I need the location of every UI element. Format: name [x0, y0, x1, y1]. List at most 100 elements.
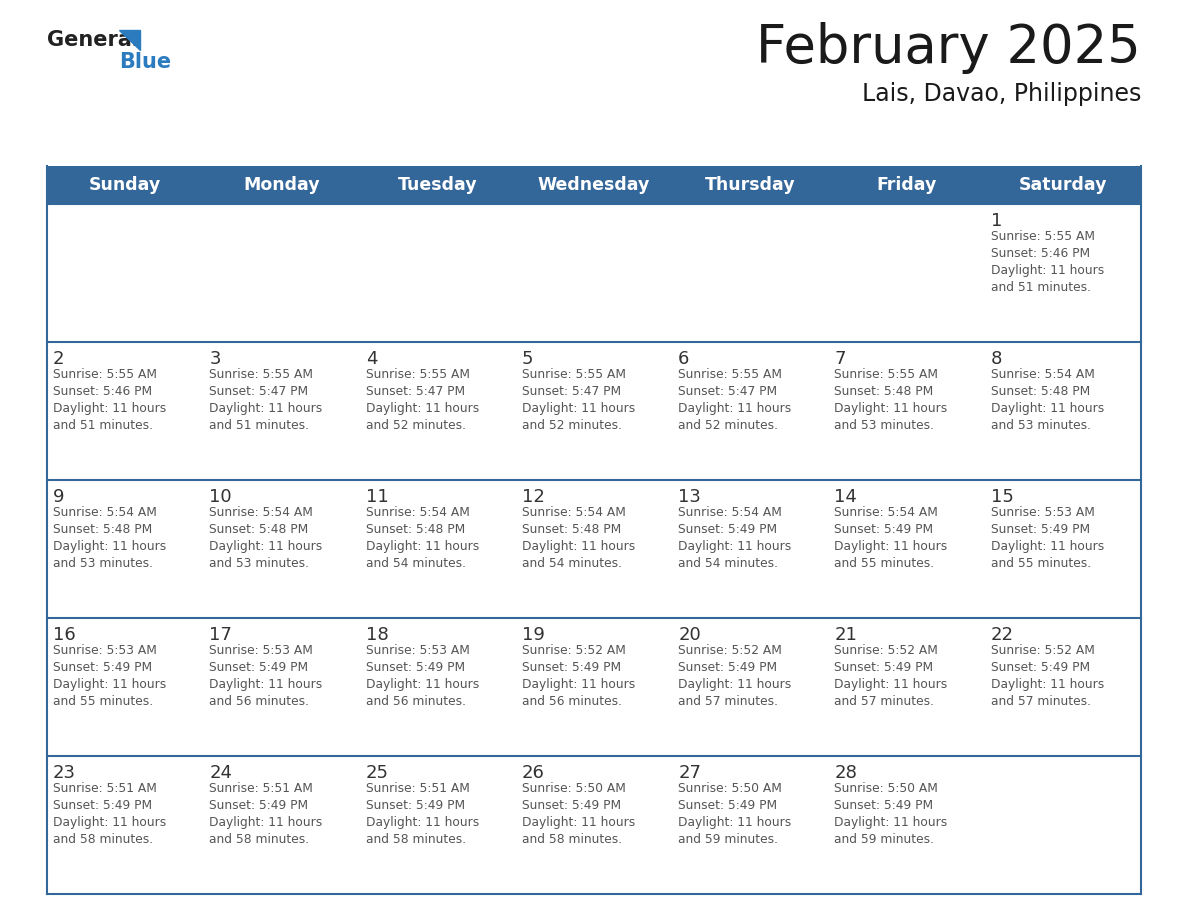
Text: Sunrise: 5:50 AM: Sunrise: 5:50 AM	[834, 782, 939, 795]
Text: and 58 minutes.: and 58 minutes.	[53, 833, 153, 846]
Text: 6: 6	[678, 350, 689, 368]
Text: and 58 minutes.: and 58 minutes.	[209, 833, 309, 846]
Text: Sunset: 5:48 PM: Sunset: 5:48 PM	[991, 385, 1089, 398]
Text: and 55 minutes.: and 55 minutes.	[991, 557, 1091, 570]
Text: Sunrise: 5:54 AM: Sunrise: 5:54 AM	[678, 506, 782, 519]
Text: Sunset: 5:48 PM: Sunset: 5:48 PM	[53, 523, 152, 536]
Text: Daylight: 11 hours: Daylight: 11 hours	[678, 816, 791, 829]
Text: 13: 13	[678, 488, 701, 506]
Text: and 51 minutes.: and 51 minutes.	[209, 419, 309, 432]
Text: 3: 3	[209, 350, 221, 368]
Text: Daylight: 11 hours: Daylight: 11 hours	[522, 540, 636, 553]
Bar	[516, 618, 672, 756]
Text: Lais, Davao, Philippines: Lais, Davao, Philippines	[861, 82, 1140, 106]
Bar	[672, 342, 828, 480]
Bar	[360, 756, 516, 894]
Bar	[360, 342, 516, 480]
Text: Sunrise: 5:52 AM: Sunrise: 5:52 AM	[522, 644, 626, 657]
Bar	[203, 618, 360, 756]
Text: Wednesday: Wednesday	[538, 176, 650, 194]
Text: 23: 23	[53, 764, 76, 782]
Text: Sunset: 5:47 PM: Sunset: 5:47 PM	[366, 385, 465, 398]
Text: 7: 7	[834, 350, 846, 368]
Text: and 53 minutes.: and 53 minutes.	[53, 557, 153, 570]
Text: Daylight: 11 hours: Daylight: 11 hours	[366, 402, 479, 415]
Text: Sunrise: 5:54 AM: Sunrise: 5:54 AM	[53, 506, 157, 519]
Text: Sunset: 5:49 PM: Sunset: 5:49 PM	[522, 661, 621, 674]
Polygon shape	[119, 30, 140, 50]
Text: Sunset: 5:49 PM: Sunset: 5:49 PM	[834, 661, 934, 674]
Text: and 51 minutes.: and 51 minutes.	[991, 281, 1091, 294]
Text: and 52 minutes.: and 52 minutes.	[366, 419, 466, 432]
Text: Sunrise: 5:53 AM: Sunrise: 5:53 AM	[53, 644, 157, 657]
Bar	[48, 342, 203, 480]
Text: and 54 minutes.: and 54 minutes.	[678, 557, 778, 570]
Text: Sunset: 5:47 PM: Sunset: 5:47 PM	[209, 385, 309, 398]
Bar	[203, 480, 360, 618]
Text: and 54 minutes.: and 54 minutes.	[522, 557, 621, 570]
Bar	[48, 618, 203, 756]
Text: 17: 17	[209, 626, 232, 644]
Text: Daylight: 11 hours: Daylight: 11 hours	[522, 816, 636, 829]
Text: Sunrise: 5:55 AM: Sunrise: 5:55 AM	[678, 368, 782, 381]
Text: Sunset: 5:47 PM: Sunset: 5:47 PM	[522, 385, 621, 398]
Text: Blue: Blue	[119, 52, 171, 72]
Text: Daylight: 11 hours: Daylight: 11 hours	[209, 402, 322, 415]
Text: 21: 21	[834, 626, 858, 644]
Text: 19: 19	[522, 626, 545, 644]
Bar	[516, 480, 672, 618]
Bar	[672, 480, 828, 618]
Text: General: General	[48, 30, 139, 50]
Bar	[828, 204, 985, 342]
Text: Sunset: 5:49 PM: Sunset: 5:49 PM	[209, 661, 309, 674]
Bar	[516, 756, 672, 894]
Text: 4: 4	[366, 350, 377, 368]
Bar	[48, 756, 203, 894]
Text: Sunset: 5:49 PM: Sunset: 5:49 PM	[678, 523, 777, 536]
Text: Sunset: 5:46 PM: Sunset: 5:46 PM	[53, 385, 152, 398]
Text: and 53 minutes.: and 53 minutes.	[209, 557, 309, 570]
Text: and 51 minutes.: and 51 minutes.	[53, 419, 153, 432]
Text: Daylight: 11 hours: Daylight: 11 hours	[53, 402, 166, 415]
Text: Daylight: 11 hours: Daylight: 11 hours	[53, 540, 166, 553]
Text: Sunset: 5:47 PM: Sunset: 5:47 PM	[678, 385, 777, 398]
Text: Sunset: 5:49 PM: Sunset: 5:49 PM	[834, 799, 934, 812]
Text: Sunrise: 5:51 AM: Sunrise: 5:51 AM	[209, 782, 314, 795]
Text: Sunrise: 5:50 AM: Sunrise: 5:50 AM	[522, 782, 626, 795]
Text: Sunrise: 5:53 AM: Sunrise: 5:53 AM	[991, 506, 1094, 519]
Text: and 57 minutes.: and 57 minutes.	[834, 695, 935, 708]
Text: Daylight: 11 hours: Daylight: 11 hours	[991, 264, 1104, 277]
Text: 15: 15	[991, 488, 1013, 506]
Text: and 54 minutes.: and 54 minutes.	[366, 557, 466, 570]
Text: Sunrise: 5:55 AM: Sunrise: 5:55 AM	[834, 368, 939, 381]
Text: 22: 22	[991, 626, 1013, 644]
Text: Sunset: 5:48 PM: Sunset: 5:48 PM	[522, 523, 621, 536]
Text: Sunset: 5:48 PM: Sunset: 5:48 PM	[834, 385, 934, 398]
Text: and 53 minutes.: and 53 minutes.	[991, 419, 1091, 432]
Text: 18: 18	[366, 626, 388, 644]
Text: Sunset: 5:49 PM: Sunset: 5:49 PM	[834, 523, 934, 536]
Text: Daylight: 11 hours: Daylight: 11 hours	[366, 540, 479, 553]
Text: and 58 minutes.: and 58 minutes.	[366, 833, 466, 846]
Text: and 56 minutes.: and 56 minutes.	[522, 695, 621, 708]
Bar	[48, 204, 203, 342]
Bar	[48, 166, 1140, 204]
Text: and 57 minutes.: and 57 minutes.	[991, 695, 1091, 708]
Text: Daylight: 11 hours: Daylight: 11 hours	[834, 540, 948, 553]
Text: Sunset: 5:49 PM: Sunset: 5:49 PM	[209, 799, 309, 812]
Text: Daylight: 11 hours: Daylight: 11 hours	[522, 678, 636, 691]
Bar	[516, 342, 672, 480]
Text: Daylight: 11 hours: Daylight: 11 hours	[834, 402, 948, 415]
Text: Daylight: 11 hours: Daylight: 11 hours	[209, 816, 322, 829]
Text: 25: 25	[366, 764, 388, 782]
Text: Sunrise: 5:55 AM: Sunrise: 5:55 AM	[522, 368, 626, 381]
Text: 1: 1	[991, 212, 1003, 230]
Text: and 56 minutes.: and 56 minutes.	[209, 695, 309, 708]
Text: Sunrise: 5:55 AM: Sunrise: 5:55 AM	[53, 368, 157, 381]
Text: Sunset: 5:49 PM: Sunset: 5:49 PM	[678, 661, 777, 674]
Text: February 2025: February 2025	[757, 22, 1140, 74]
Text: Daylight: 11 hours: Daylight: 11 hours	[53, 816, 166, 829]
Text: Sunrise: 5:52 AM: Sunrise: 5:52 AM	[991, 644, 1094, 657]
Text: Sunset: 5:49 PM: Sunset: 5:49 PM	[991, 661, 1089, 674]
Bar	[985, 204, 1140, 342]
